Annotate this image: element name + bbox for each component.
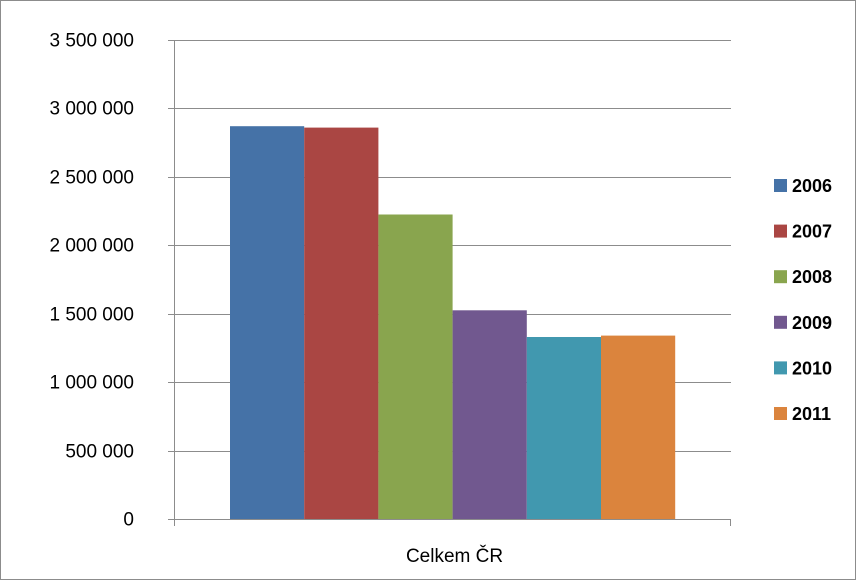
legend-swatch-2011 [774,407,787,420]
bars [230,126,676,519]
legend-label-2011: 2011 [792,404,831,424]
bar-2011 [601,335,676,519]
bar-2006 [230,126,305,519]
y-tick-label: 3 500 000 [49,31,134,52]
x-category-label: Celkem ČR [406,545,503,567]
legend-swatch-2010 [774,361,787,375]
legend-label-2006: 2006 [792,176,832,196]
y-tick-label: 0 [123,510,134,531]
legend-swatch-2008 [774,270,787,284]
bar-2009 [452,310,527,519]
legend: 2006 2007 2008 2009 2010 2011 [774,176,832,424]
legend-label-2008: 2008 [792,267,832,287]
bar-2007 [304,127,379,519]
bar-2008 [378,214,453,519]
y-tick-label: 1 000 000 [49,373,134,394]
legend-label-2010: 2010 [792,358,832,378]
y-tick-label: 1 500 000 [49,305,134,326]
legend-label-2007: 2007 [792,222,832,242]
legend-swatch-2007 [774,224,787,238]
y-tick-label: 500 000 [65,442,134,463]
bar-2010 [526,337,601,519]
y-tick-label: 2 500 000 [49,168,134,189]
y-tick-label: 2 000 000 [49,236,134,257]
legend-label-2009: 2009 [792,313,832,333]
legend-swatch-2009 [774,315,787,329]
y-tick-label: 3 000 000 [49,99,134,120]
x-axis: Celkem ČR [174,519,731,567]
y-axis: 0 500 000 1 000 000 1 500 000 2 000 000 2 500… [49,31,175,531]
legend-swatch-2006 [774,179,787,192]
